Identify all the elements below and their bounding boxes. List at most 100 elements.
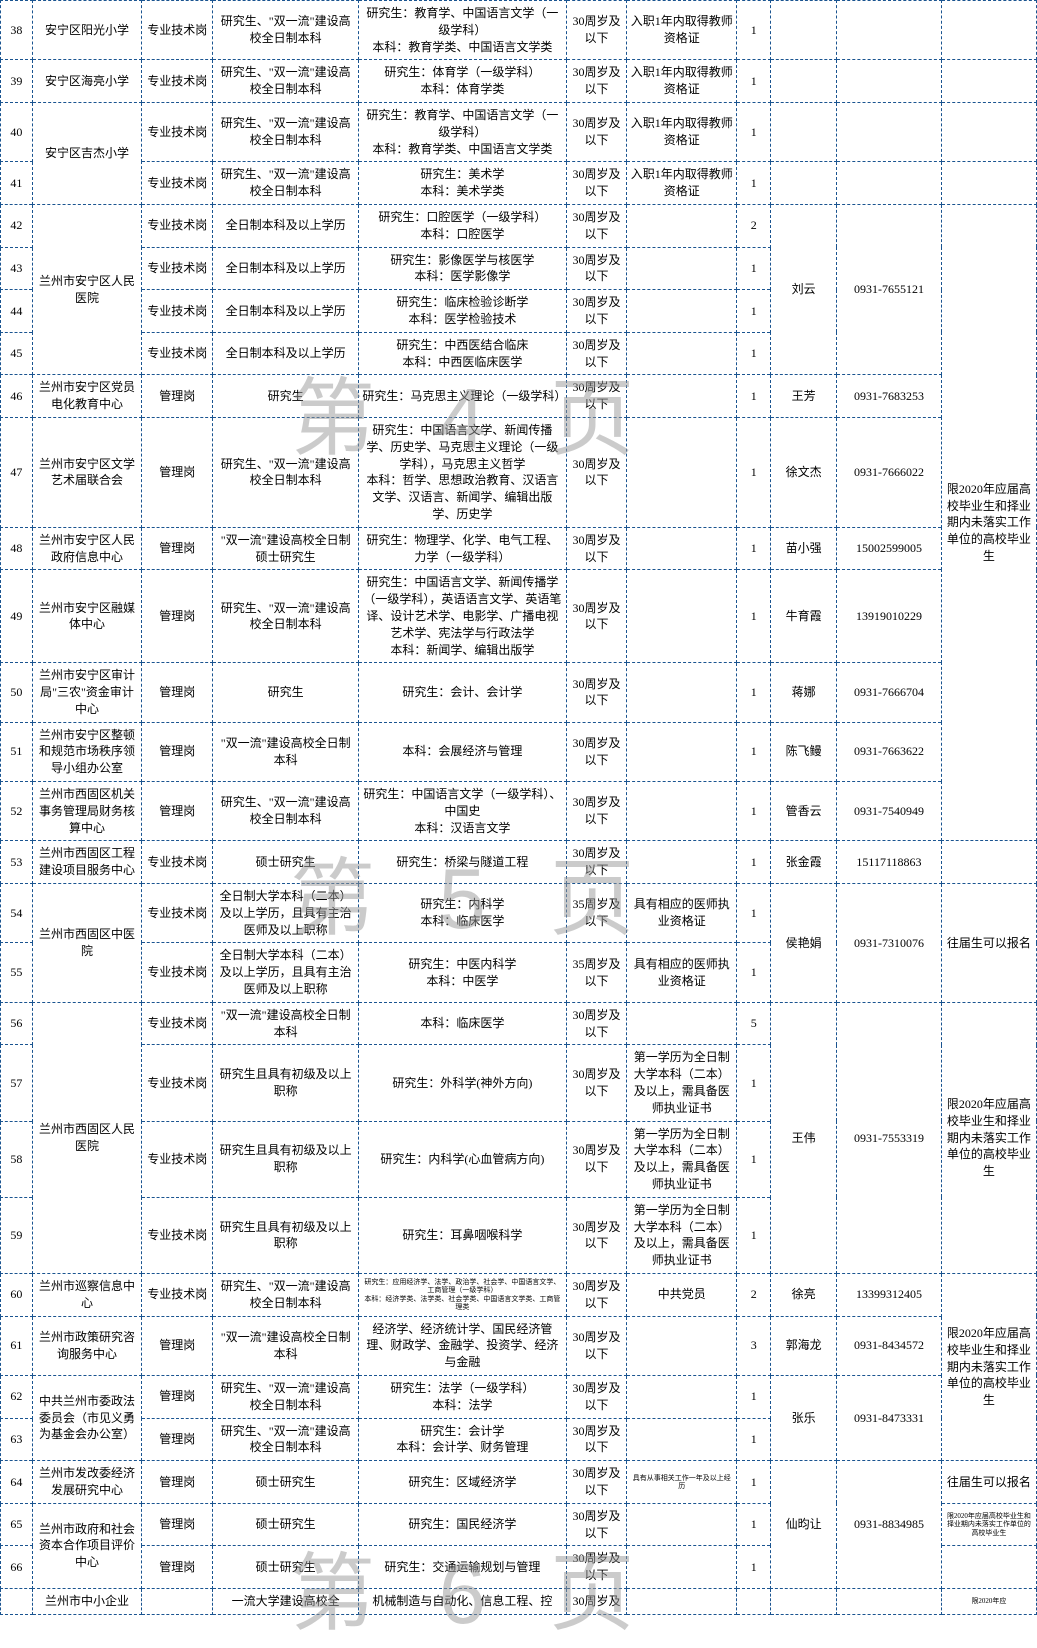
note-cell (941, 1, 1036, 60)
count-cell: 1 (737, 375, 771, 418)
phone-cell (837, 162, 942, 205)
contact-cell: 牛育霞 (771, 570, 837, 663)
phone-cell: 0931-7310076 (837, 884, 942, 1003)
age-cell: 30周岁及以下 (566, 1316, 627, 1375)
age-cell: 30周岁及以下 (566, 332, 627, 375)
edu-cell: 全日制本科及以上学历 (213, 290, 359, 333)
post-cell: 管理岗 (142, 1418, 213, 1461)
cond-cell (627, 290, 737, 333)
note-cell: 限2020年应届高校毕业生和择业期内未落实工作单位的高校毕业生 (941, 1503, 1036, 1546)
count-cell: 1 (737, 722, 771, 781)
count-cell: 1 (737, 332, 771, 375)
post-cell: 专业技术岗 (142, 841, 213, 884)
major-cell: 研究生：耳鼻咽喉科学 (359, 1197, 566, 1273)
cond-cell (627, 1546, 737, 1589)
seq-cell: 54 (1, 884, 33, 943)
contact-cell: 陈飞鳗 (771, 722, 837, 781)
seq-cell: 50 (1, 663, 33, 722)
post-cell: 管理岗 (142, 417, 213, 527)
table-row: 38安宁区阳光小学专业技术岗研究生、"双一流"建设高校全日制本科研究生：教育学、… (1, 1, 1037, 60)
contact-cell (771, 1, 837, 60)
edu-cell: 研究生、"双一流"建设高校全日制本科 (213, 1274, 359, 1317)
post-cell: 管理岗 (142, 663, 213, 722)
unit-cell: 兰州市发改委经济发展研究中心 (32, 1461, 142, 1504)
major-cell: 研究生：中国语言文学、新闻传播学、历史学、马克思主义理论（一级学科），马克思主义… (359, 417, 566, 527)
seq-cell: 42 (1, 204, 33, 247)
note-cell (941, 162, 1036, 205)
cond-cell: 中共党员 (627, 1274, 737, 1317)
phone-cell: 0931-8834985 (837, 1461, 942, 1589)
table-row: 61兰州市政策研究咨询服务中心管理岗"双一流"建设高校全日制本科经济学、经济统计… (1, 1316, 1037, 1375)
table-row: 62中共兰州市委政法委员会（市见义勇为基金会办公室）管理岗研究生、"双一流"建设… (1, 1375, 1037, 1418)
cond-cell (627, 722, 737, 781)
major-cell: 研究生：中医内科学本科：中医学 (359, 943, 566, 1002)
note-cell: 往届生可以报名 (941, 884, 1036, 1003)
age-cell: 30周岁及以下 (566, 663, 627, 722)
count-cell: 3 (737, 1316, 771, 1375)
count-cell: 1 (737, 943, 771, 1002)
table-row: 60兰州市巡察信息中心专业技术岗研究生、"双一流"建设高校全日制本科研究生：应用… (1, 1274, 1037, 1317)
contact-cell (771, 60, 837, 103)
edu-cell: 研究生、"双一流"建设高校全日制本科 (213, 1, 359, 60)
age-cell: 30周岁及以下 (566, 570, 627, 663)
unit-cell: 兰州市安宁区人民政府信息中心 (32, 527, 142, 570)
count-cell: 1 (737, 1197, 771, 1273)
table-row: 56兰州市西固区人民医院专业技术岗"双一流"建设高校全日制本科本科：临床医学30… (1, 1002, 1037, 1045)
note-cell: 限2020年应 (941, 1588, 1036, 1614)
cond-cell (627, 247, 737, 290)
seq-cell: 56 (1, 1002, 33, 1045)
major-cell: 研究生：教育学、中国语言文学（一级学科）本科：教育学类、中国语言文学类 (359, 1, 566, 60)
cond-cell (627, 1375, 737, 1418)
major-cell: 研究生：马克思主义理论（一级学科） (359, 375, 566, 418)
table-row: 64兰州市发改委经济发展研究中心管理岗硕士研究生研究生：区域经济学30周岁及以下… (1, 1461, 1037, 1504)
age-cell: 30周岁及以下 (566, 1503, 627, 1546)
unit-cell: 兰州市西固区机关事务管理局财务核算中心 (32, 782, 142, 841)
table-row: 41专业技术岗研究生、"双一流"建设高校全日制本科研究生：美术学本科：美术学类3… (1, 162, 1037, 205)
cond-cell (627, 841, 737, 884)
edu-cell: 研究生 (213, 663, 359, 722)
post-cell (142, 1588, 213, 1614)
cond-cell (627, 1588, 737, 1614)
table-row: 51兰州市安宁区整顿和规范市场秩序领导小组办公室管理岗"双一流"建设高校全日制本… (1, 722, 1037, 781)
post-cell: 专业技术岗 (142, 290, 213, 333)
age-cell: 35周岁及以下 (566, 943, 627, 1002)
seq-cell: 51 (1, 722, 33, 781)
age-cell: 30周岁及以下 (566, 527, 627, 570)
major-cell: 研究生：内科学本科：临床医学 (359, 884, 566, 943)
post-cell: 专业技术岗 (142, 884, 213, 943)
age-cell: 30周岁及以下 (566, 60, 627, 103)
edu-cell: 研究生、"双一流"建设高校全日制本科 (213, 782, 359, 841)
major-cell: 研究生：内科学(心血管病方向) (359, 1121, 566, 1197)
phone-cell: 13919010229 (837, 570, 942, 663)
unit-cell: 兰州市政府和社会资本合作项目评价中心 (32, 1503, 142, 1588)
contact-cell: 侯艳娟 (771, 884, 837, 1003)
age-cell: 30周岁及以下 (566, 1045, 627, 1121)
edu-cell: 全日制本科及以上学历 (213, 204, 359, 247)
table-row: 50兰州市安宁区审计局"三农"资金审计中心管理岗研究生研究生：会计、会计学30周… (1, 663, 1037, 722)
count-cell: 1 (737, 60, 771, 103)
major-cell: 研究生：物理学、化学、电气工程、力学（一级学科） (359, 527, 566, 570)
major-cell: 本科：临床医学 (359, 1002, 566, 1045)
phone-cell: 0931-7663622 (837, 722, 942, 781)
edu-cell: 全日制本科及以上学历 (213, 332, 359, 375)
unit-cell: 兰州市安宁区文学艺术届联合会 (32, 417, 142, 527)
post-cell: 专业技术岗 (142, 60, 213, 103)
major-cell: 研究生：教育学、中国语言文学（一级学科）本科：教育学类、中国语言文学类 (359, 102, 566, 161)
count-cell: 1 (737, 1, 771, 60)
phone-cell: 0931-7666704 (837, 663, 942, 722)
edu-cell: 研究生、"双一流"建设高校全日制本科 (213, 1418, 359, 1461)
age-cell: 30周岁及以下 (566, 162, 627, 205)
count-cell: 1 (737, 884, 771, 943)
contact-cell (771, 162, 837, 205)
seq-cell: 49 (1, 570, 33, 663)
table-row: 52兰州市西固区机关事务管理局财务核算中心管理岗研究生、"双一流"建设高校全日制… (1, 782, 1037, 841)
contact-cell (771, 1588, 837, 1614)
edu-cell: 全日制大学本科（二本）及以上学历，且具有主治医师及以上职称 (213, 884, 359, 943)
post-cell: 专业技术岗 (142, 1197, 213, 1273)
cond-cell (627, 375, 737, 418)
contact-cell: 苗小强 (771, 527, 837, 570)
phone-cell: 15117118863 (837, 841, 942, 884)
post-cell: 专业技术岗 (142, 1002, 213, 1045)
count-cell: 1 (737, 1375, 771, 1418)
age-cell: 30周岁及以下 (566, 417, 627, 527)
